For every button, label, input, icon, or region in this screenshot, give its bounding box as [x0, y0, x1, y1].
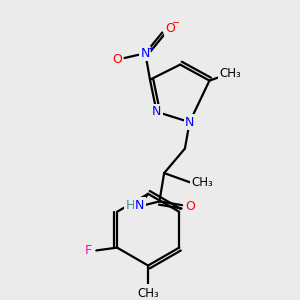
Text: −: −: [172, 18, 181, 28]
Text: CH₃: CH₃: [219, 67, 241, 80]
Text: +: +: [146, 44, 154, 54]
Text: O: O: [186, 200, 196, 213]
Text: F: F: [85, 244, 92, 257]
Text: CH₃: CH₃: [137, 287, 159, 300]
Text: N: N: [141, 47, 150, 60]
Text: N: N: [152, 105, 161, 118]
Text: N: N: [135, 199, 144, 212]
Text: CH₃: CH₃: [191, 176, 213, 189]
Text: O: O: [112, 53, 122, 66]
Text: H: H: [125, 199, 135, 212]
Text: O: O: [165, 22, 175, 35]
Text: N: N: [185, 116, 194, 129]
